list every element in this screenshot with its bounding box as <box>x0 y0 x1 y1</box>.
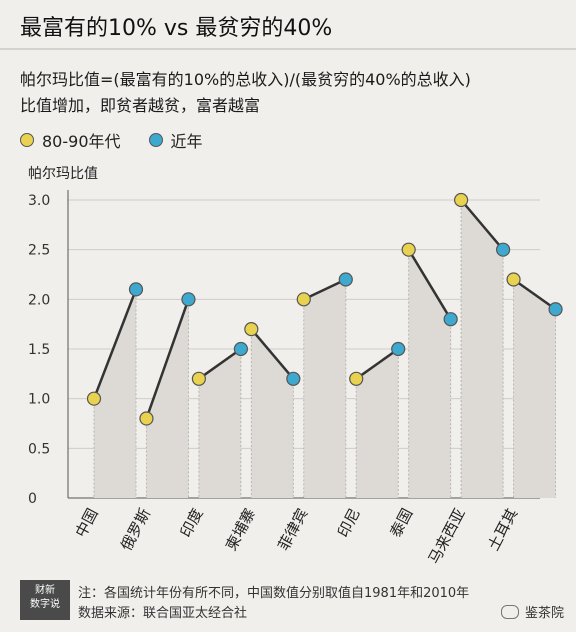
x-category-label: 中国 <box>72 505 102 540</box>
x-category-label: 马来西亚 <box>425 505 469 566</box>
watermark-label: 鉴茶院 <box>524 606 564 621</box>
y-tick-label: 1.5 <box>28 342 50 358</box>
x-category-label: 菲律宾 <box>275 505 312 553</box>
point-early <box>506 272 521 287</box>
point-early <box>139 411 154 426</box>
title-divider <box>0 48 576 50</box>
point-recent <box>496 242 511 257</box>
chart-title: 最富有的10% vs 最贫穷的40% <box>20 16 333 41</box>
change-line <box>92 288 138 400</box>
value-area <box>146 299 189 498</box>
legend-item-recent: 近年 <box>148 128 203 152</box>
change-line <box>407 249 452 320</box>
logo-line-1: 财新 <box>35 585 55 596</box>
x-category-label: 柬埔寨 <box>222 505 259 553</box>
data-source: 数据来源：联合国亚太经合社 <box>78 606 248 621</box>
legend-label-early: 80-90年代 <box>42 132 121 151</box>
x-category-label: 泰国 <box>386 505 416 540</box>
point-recent <box>548 302 563 317</box>
y-tick-label: 0.5 <box>28 441 50 457</box>
y-tick-label: 0 <box>28 491 37 507</box>
x-category-label: 土耳其 <box>484 505 521 553</box>
legend-label-recent: 近年 <box>170 132 203 151</box>
y-tick-label: 3.0 <box>28 193 50 209</box>
footnote: 注：各国统计年份有所不同，中国数值分别取值自1981年和2010年 <box>78 586 470 601</box>
y-tick-label: 1.0 <box>28 392 50 408</box>
legend-item-early: 80-90年代 <box>20 128 121 152</box>
wechat-icon <box>500 604 519 619</box>
point-recent <box>443 312 458 327</box>
value-area <box>356 349 399 498</box>
point-early <box>296 292 311 307</box>
change-line <box>198 347 242 380</box>
legend-swatch-early <box>20 133 34 147</box>
point-early <box>244 322 259 337</box>
caixin-logo: 财新 数字说 <box>20 580 70 620</box>
value-area <box>94 289 136 498</box>
point-early <box>454 192 469 208</box>
logo-line-2: 数字说 <box>30 599 60 610</box>
x-category-label: 印尼 <box>334 505 364 540</box>
y-tick-label: 2.5 <box>28 243 50 259</box>
legend-swatch-recent <box>148 133 163 147</box>
point-early <box>349 371 364 386</box>
watermark: 鉴茶院 <box>500 602 564 621</box>
point-recent <box>128 282 144 297</box>
change-line <box>355 347 399 380</box>
y-tick-label: 2.0 <box>28 292 50 308</box>
value-area <box>303 279 346 498</box>
change-line <box>512 278 557 311</box>
point-early <box>401 242 416 257</box>
chart-subtitle-formula: 帕尔玛比值=(最富有的10%的总收入)/(最贫穷的40%的总收入) <box>20 70 471 89</box>
change-line <box>460 199 505 251</box>
value-area <box>251 329 294 498</box>
value-area <box>198 349 241 498</box>
point-recent <box>233 341 248 357</box>
point-recent <box>391 341 406 357</box>
point-recent <box>338 272 353 287</box>
chart-legend: 80-90年代 近年 <box>20 128 203 152</box>
point-recent <box>181 292 196 307</box>
point-recent <box>286 371 301 386</box>
y-axis-label: 帕尔玛比值 <box>28 166 98 182</box>
chart-subtitle-explanation: 比值增加，即贫者越贫，富者越富 <box>20 96 261 115</box>
change-line <box>145 298 190 419</box>
x-category-label: 俄罗斯 <box>117 505 154 553</box>
value-area <box>461 200 504 498</box>
value-area <box>513 279 556 498</box>
change-line <box>250 328 295 380</box>
point-early <box>191 371 206 386</box>
value-area <box>408 249 451 498</box>
change-line <box>303 278 347 301</box>
point-early <box>86 391 102 406</box>
x-category-label: 印度 <box>177 505 207 540</box>
